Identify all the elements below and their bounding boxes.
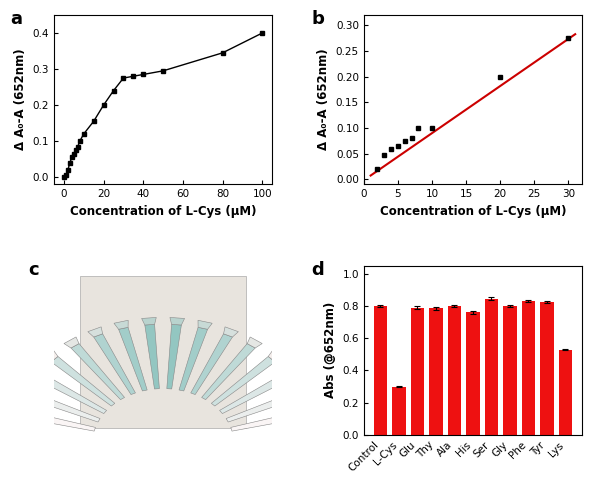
Polygon shape — [179, 328, 208, 391]
Bar — [374, 306, 387, 435]
Bar — [559, 350, 572, 435]
Bar — [485, 298, 498, 435]
X-axis label: Concentration of L-Cys (μM): Concentration of L-Cys (μM) — [380, 205, 566, 218]
Polygon shape — [286, 366, 300, 378]
Polygon shape — [167, 324, 181, 389]
Bar — [411, 308, 424, 435]
Bar — [540, 302, 554, 435]
Text: c: c — [28, 260, 38, 278]
Polygon shape — [51, 356, 115, 406]
Polygon shape — [142, 318, 156, 325]
Polygon shape — [119, 328, 147, 391]
Polygon shape — [300, 385, 313, 396]
Bar — [503, 306, 517, 435]
Polygon shape — [88, 327, 103, 337]
Polygon shape — [198, 320, 212, 330]
Polygon shape — [247, 337, 262, 348]
Polygon shape — [226, 390, 304, 422]
Text: d: d — [311, 260, 324, 278]
Y-axis label: Δ A₀-A (652nm): Δ A₀-A (652nm) — [14, 49, 27, 150]
Bar — [392, 386, 406, 435]
Polygon shape — [268, 350, 283, 362]
Polygon shape — [22, 390, 100, 422]
Polygon shape — [170, 318, 185, 325]
Polygon shape — [145, 324, 160, 389]
Text: b: b — [311, 10, 325, 28]
Polygon shape — [71, 344, 125, 400]
Polygon shape — [202, 344, 255, 400]
Bar — [466, 312, 479, 435]
Polygon shape — [26, 366, 40, 378]
Polygon shape — [94, 334, 136, 394]
Bar — [429, 308, 443, 435]
Polygon shape — [4, 406, 16, 416]
Polygon shape — [220, 372, 292, 414]
Polygon shape — [310, 406, 322, 416]
FancyBboxPatch shape — [80, 276, 246, 428]
Polygon shape — [114, 320, 128, 330]
Bar — [522, 301, 535, 435]
Polygon shape — [13, 409, 95, 431]
Polygon shape — [64, 337, 79, 348]
Text: a: a — [10, 10, 22, 28]
Polygon shape — [231, 409, 313, 431]
Polygon shape — [191, 334, 232, 394]
Bar — [448, 306, 461, 435]
Y-axis label: Abs (@652nm): Abs (@652nm) — [324, 302, 337, 398]
Polygon shape — [43, 350, 58, 362]
Y-axis label: Δ A₀-A (652nm): Δ A₀-A (652nm) — [317, 49, 330, 150]
Polygon shape — [13, 385, 26, 396]
Polygon shape — [224, 327, 238, 337]
Polygon shape — [34, 372, 107, 414]
X-axis label: Concentration of L-Cys (μM): Concentration of L-Cys (μM) — [70, 205, 256, 218]
Polygon shape — [211, 356, 275, 406]
